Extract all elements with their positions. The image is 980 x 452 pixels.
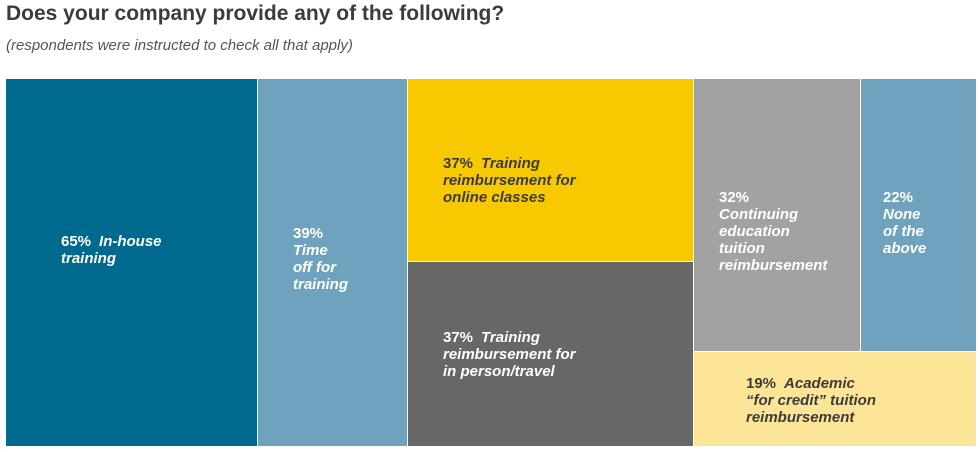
tile-label-line: of the — [883, 223, 924, 240]
tile-academic-for-credit-tuition: 19% Academic “for credit” tuition reimburse… — [694, 352, 976, 446]
tile-label-in-house-training: 65% In-house training — [61, 233, 162, 267]
tile-label-line: None — [883, 206, 921, 223]
tile-label-line: tuition — [719, 240, 765, 257]
tile-label-line: education — [719, 223, 790, 240]
tile-value: 22% — [883, 189, 913, 206]
tile-rect-time-off-for-training — [258, 79, 407, 446]
tile-value: 32% — [719, 189, 749, 206]
tile-label-line: Academic — [783, 375, 856, 392]
tile-label-line: reimbursement for — [443, 346, 577, 363]
chart-title: Does your company provide any of the fol… — [6, 2, 505, 25]
tile-label-line: Training — [481, 329, 540, 346]
tile-label-continuing-education-tuition: 32% Continuing education tuition reimburseme… — [719, 189, 828, 274]
tile-label-line: online classes — [443, 189, 546, 206]
tile-label-training-reimbursement-online: 37% Training reimbursement for online class… — [443, 155, 577, 206]
tile-label-training-reimbursement-in-person: 37% Training reimbursement for in person/tr… — [443, 329, 577, 380]
tile-label-line: reimbursement — [719, 257, 828, 274]
tile-value: 19% — [746, 375, 776, 392]
tile-time-off-for-training: 39% Time off for training — [258, 79, 407, 446]
tile-continuing-education-tuition: 32% Continuing education tuition reimburseme… — [694, 79, 860, 351]
tile-label-line: training — [61, 250, 116, 267]
tile-label-line: In-house — [99, 233, 162, 250]
tile-label-time-off-for-training: 39% Time off for training — [293, 225, 348, 293]
tile-rect-in-house-training — [6, 79, 257, 446]
chart-subtitle: (respondents were instructed to check al… — [6, 37, 353, 54]
tile-label-line: in person/travel — [443, 363, 556, 380]
tile-rect-training-reimbursement-in-person — [408, 262, 693, 446]
tile-label-line: reimbursement for — [443, 172, 577, 189]
tile-value: 39% — [293, 225, 323, 242]
tile-rect-none-of-the-above — [861, 79, 976, 351]
tile-label-line: above — [883, 240, 926, 257]
tile-label-academic-for-credit-tuition: 19% Academic “for credit” tuition reimburse… — [746, 375, 876, 426]
tile-label-line: Continuing — [719, 206, 798, 223]
tile-rect-continuing-education-tuition — [694, 79, 860, 351]
tile-value: 37% — [443, 329, 473, 346]
tile-training-reimbursement-in-person: 37% Training reimbursement for in person/tr… — [408, 262, 693, 446]
tile-none-of-the-above: 22% None of the above — [861, 79, 976, 351]
tile-rect-training-reimbursement-online — [408, 79, 693, 261]
tile-training-reimbursement-online: 37% Training reimbursement for online class… — [408, 79, 693, 261]
tile-value: 65% — [61, 233, 91, 250]
tile-label-line: Time — [293, 242, 328, 259]
tile-label-none-of-the-above: 22% None of the above — [883, 189, 926, 257]
tile-label-line: Training — [481, 155, 540, 172]
tile-label-line: “for credit” tuition — [746, 392, 876, 409]
tile-rect-academic-for-credit-tuition — [694, 352, 976, 446]
tile-label-line: training — [293, 276, 348, 293]
tile-label-line: reimbursement — [746, 409, 855, 426]
tile-in-house-training: 65% In-house training — [6, 79, 257, 446]
tile-value: 37% — [443, 155, 473, 172]
tile-label-line: off for — [293, 259, 337, 276]
